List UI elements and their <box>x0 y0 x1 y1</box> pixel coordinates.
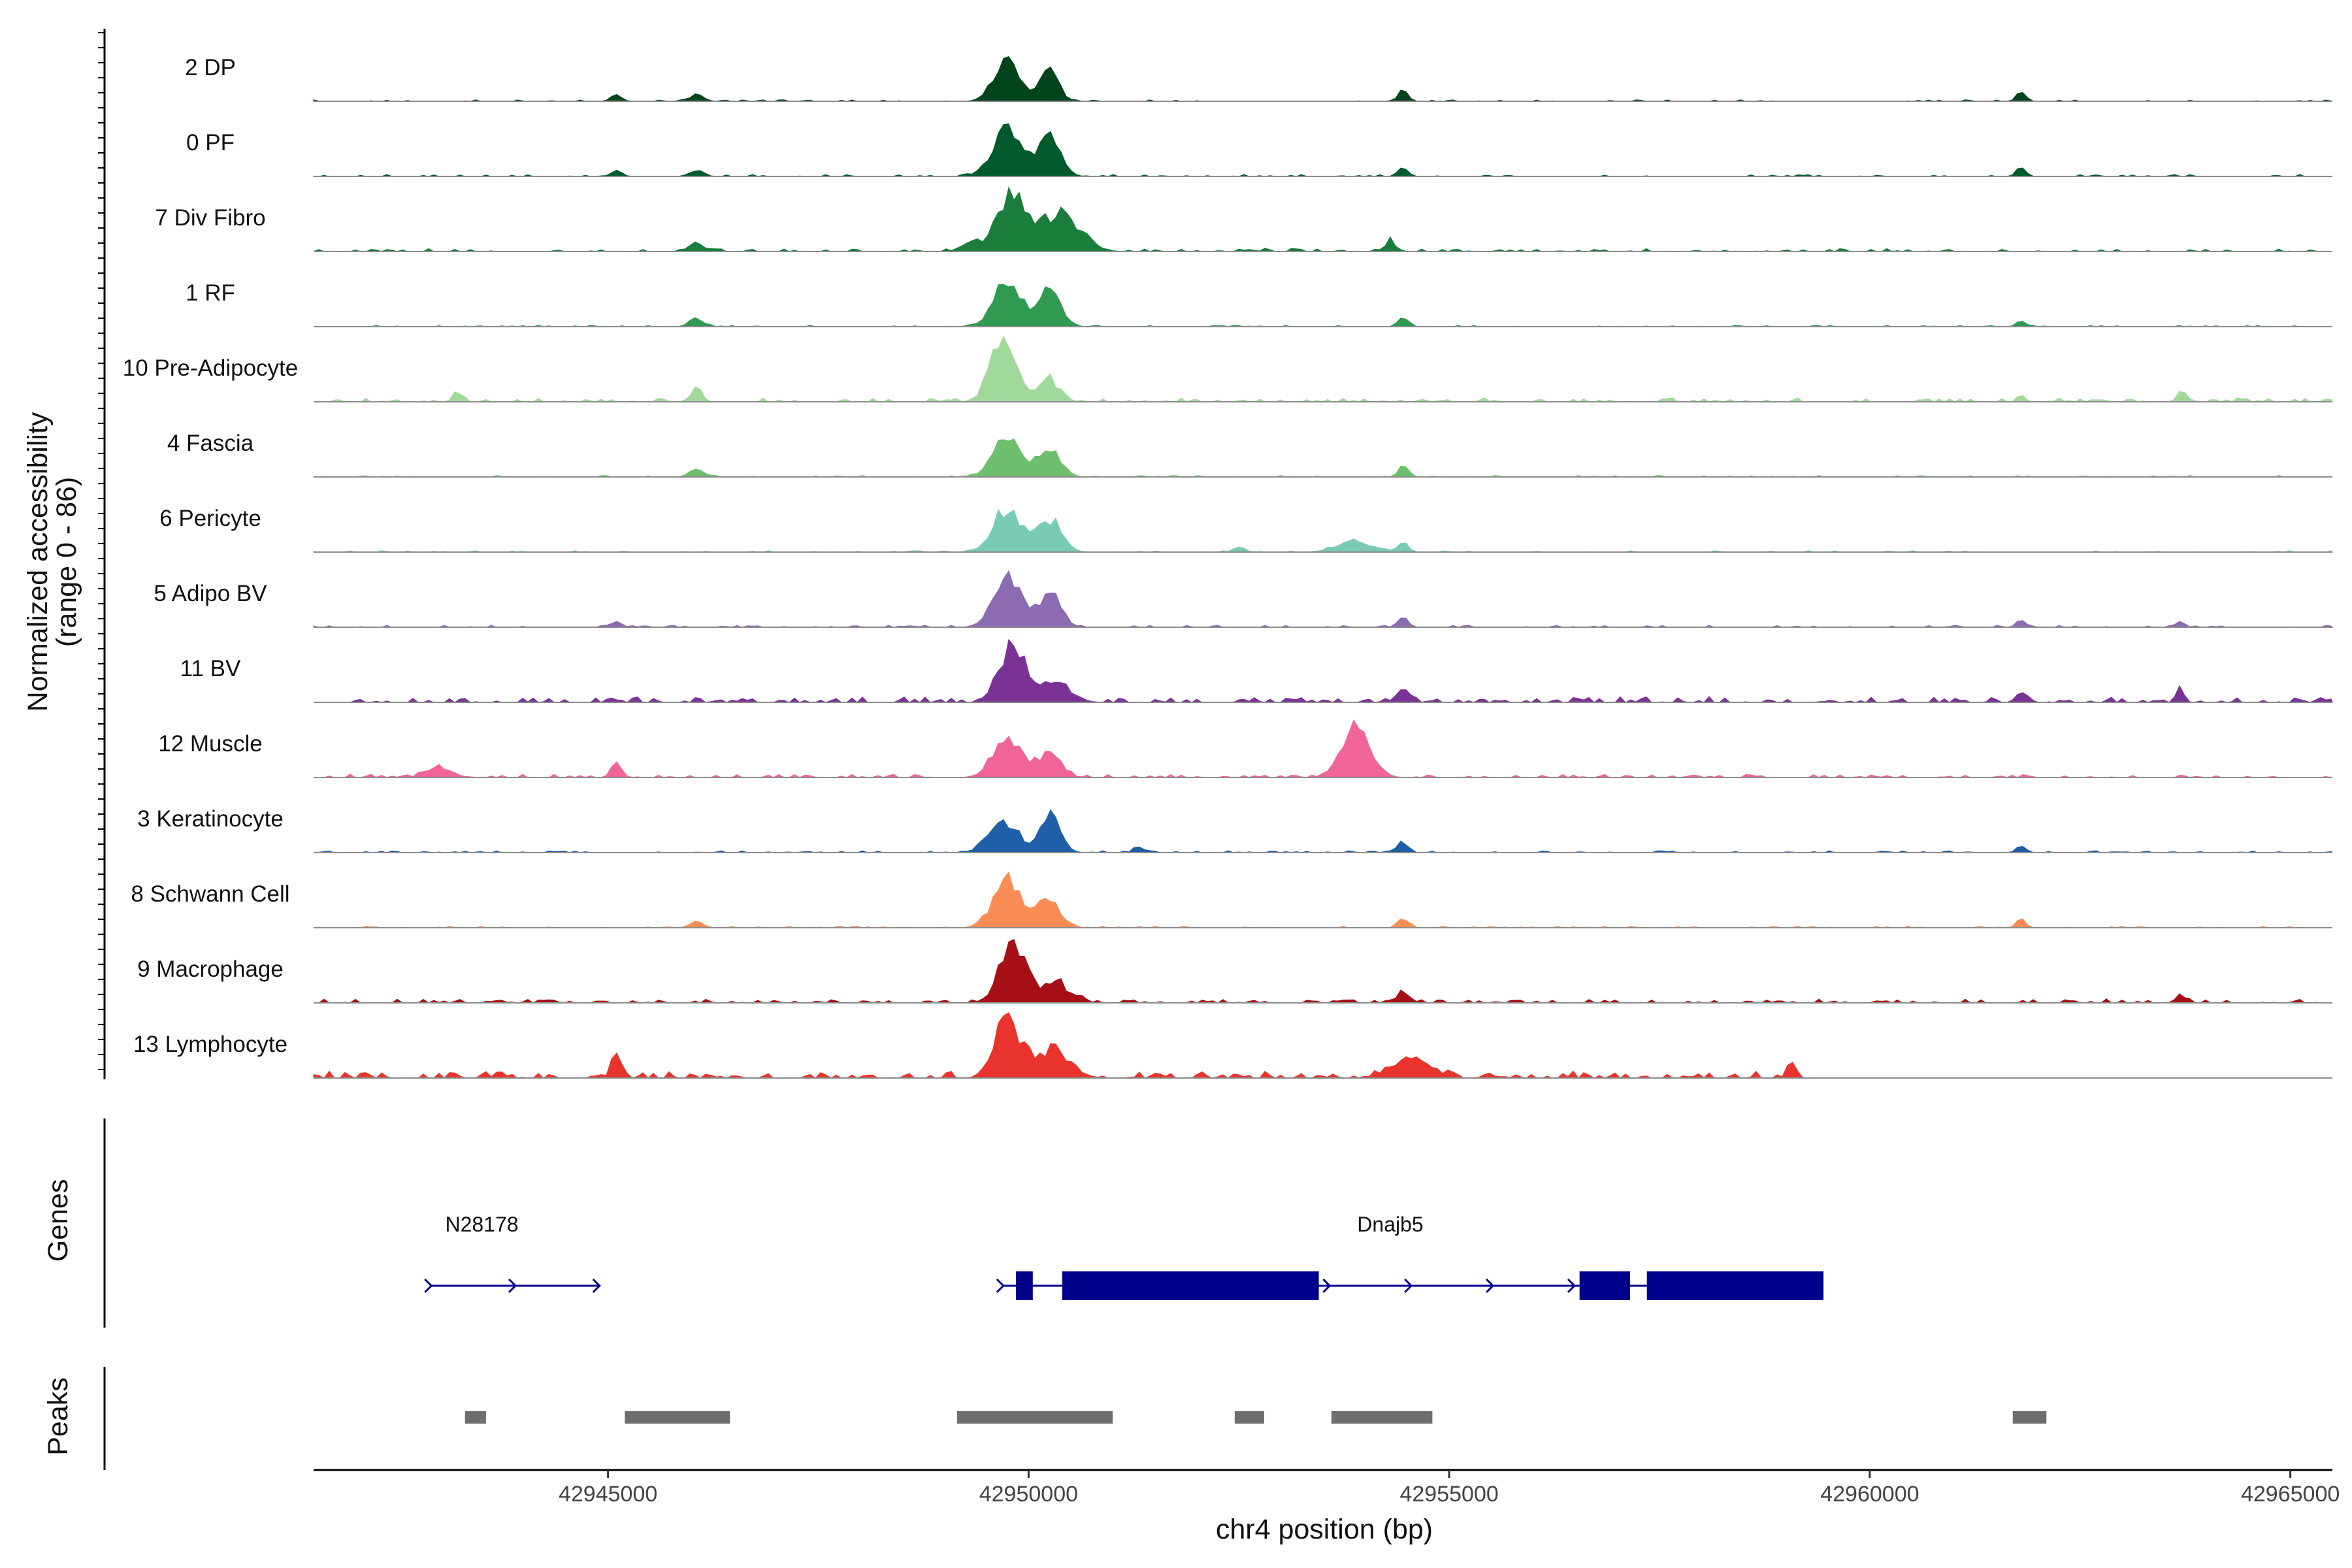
peaks-track <box>465 1411 2047 1424</box>
peak-region <box>1234 1411 1264 1424</box>
track-label: 3 Keratinocyte <box>137 806 284 832</box>
gene-exon <box>1646 1271 1824 1300</box>
strand-arrow-icon <box>592 1278 601 1294</box>
coverage-tracks: 2 DP 0 PF 7 Div Fibro 1 RF 10 Pre-Adipocyte 4… <box>123 55 2334 1079</box>
track-label: 11 BV <box>180 656 241 681</box>
x-axis-title: chr4 position (bp) <box>1216 1514 1433 1545</box>
y-axis <box>98 29 106 1470</box>
track-7-div-fibro: 7 Div Fibro <box>155 186 2332 252</box>
gene-exon <box>1579 1271 1630 1300</box>
coverage-area <box>314 939 2332 1004</box>
coverage-area <box>313 1012 2332 1079</box>
track-10-pre-adipocyte: 10 Pre-Adipocyte <box>123 335 2333 402</box>
track-13-lymphocyte: 13 Lymphocyte <box>133 1012 2332 1079</box>
gene-dnajb5: Dnajb5 <box>996 1213 1824 1300</box>
track-9-macrophage: 9 Macrophage <box>137 939 2332 1004</box>
track-label: 5 Adipo BV <box>154 581 267 606</box>
track-5-adipo-bv: 5 Adipo BV <box>154 570 2334 628</box>
track-8-schwann-cell: 8 Schwann Cell <box>131 871 2332 928</box>
coverage-area <box>313 570 2334 628</box>
track-6-pericyte: 6 Pericyte <box>159 506 2334 553</box>
peak-region <box>2012 1411 2047 1424</box>
y-axis-title: Normalized accessibility <box>22 412 54 711</box>
track-4-fascia: 4 Fascia <box>167 431 2333 478</box>
track-label: 9 Macrophage <box>137 956 284 982</box>
y-axis-range: (range 0 - 86) <box>51 477 82 647</box>
x-tick-label: 42960000 <box>1820 1482 1919 1507</box>
gene-track: N28178 Dnajb5 <box>424 1213 1824 1300</box>
track-label: 6 Pericyte <box>159 506 261 531</box>
peak-region <box>1331 1411 1433 1424</box>
track-12-muscle: 12 Muscle <box>158 719 2332 778</box>
track-3-keratinocyte: 3 Keratinocyte <box>137 806 2334 853</box>
peak-region <box>956 1411 1113 1424</box>
gene-label: Dnajb5 <box>1357 1213 1423 1236</box>
track-label: 2 DP <box>185 55 236 80</box>
track-1-rf: 1 RF <box>186 280 2332 327</box>
coverage-area <box>314 719 2332 778</box>
gene-n28178: N28178 <box>424 1213 601 1294</box>
track-label: 10 Pre-Adipocyte <box>123 355 298 381</box>
coverage-area <box>314 638 2333 703</box>
coverage-area <box>313 809 2334 853</box>
x-axis: 42945000 42950000 42955000 42960000 42965000 <box>314 1469 2340 1507</box>
x-tick-label: 42945000 <box>559 1482 657 1507</box>
track-label: 4 Fascia <box>167 431 254 456</box>
track-2-dp: 2 DP <box>185 55 2333 102</box>
gene-exon <box>1062 1271 1319 1300</box>
track-label: 0 PF <box>186 130 235 155</box>
strand-arrow-icon <box>996 1278 1005 1294</box>
coverage-area <box>313 509 2334 553</box>
strand-arrow-icon <box>1486 1278 1495 1294</box>
track-11-bv: 11 BV <box>180 638 2333 703</box>
coverage-area <box>313 56 2333 102</box>
genes-track-title: Genes <box>42 1179 74 1262</box>
coverage-area <box>313 123 2332 177</box>
strand-arrow-icon <box>508 1278 517 1294</box>
coverage-area <box>313 438 2333 478</box>
strand-arrow-icon <box>1404 1278 1413 1294</box>
track-label: 12 Muscle <box>158 731 263 757</box>
x-tick-label: 42950000 <box>979 1482 1078 1507</box>
strand-arrow-icon <box>1322 1278 1331 1294</box>
x-tick-label: 42965000 <box>2241 1482 2340 1507</box>
gene-label: N28178 <box>445 1213 518 1236</box>
x-tick-label: 42955000 <box>1399 1482 1498 1507</box>
gene-exon <box>1016 1271 1033 1300</box>
coverage-area <box>314 335 2333 402</box>
track-label: 7 Div Fibro <box>155 205 265 231</box>
peaks-track-title: Peaks <box>42 1377 74 1456</box>
strand-arrow-icon <box>424 1278 433 1294</box>
strand-arrow-icon <box>1567 1278 1576 1294</box>
coverage-area <box>314 284 2332 327</box>
peak-region <box>465 1411 486 1424</box>
track-label: 8 Schwann Cell <box>131 881 289 907</box>
coverage-area <box>313 186 2332 252</box>
coverage-area <box>313 871 2332 928</box>
peak-region <box>625 1411 730 1424</box>
track-label: 13 Lymphocyte <box>133 1032 287 1057</box>
track-label: 1 RF <box>186 280 235 306</box>
track-0-pf: 0 PF <box>186 123 2332 177</box>
